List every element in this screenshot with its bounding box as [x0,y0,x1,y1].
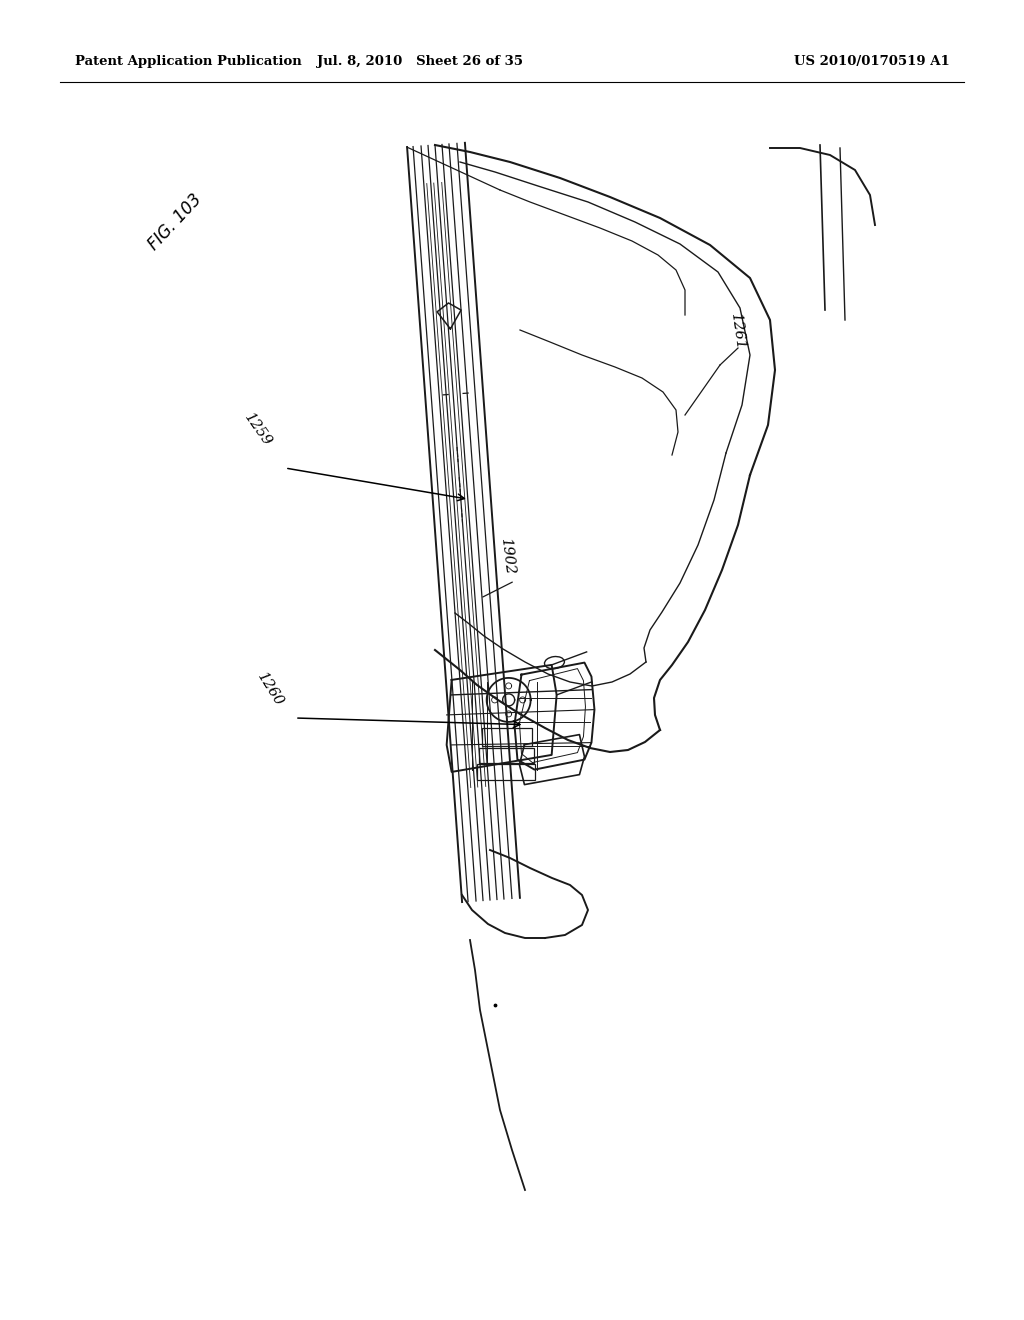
Text: 1261: 1261 [728,313,748,351]
Text: 1259: 1259 [242,411,274,449]
Text: Jul. 8, 2010   Sheet 26 of 35: Jul. 8, 2010 Sheet 26 of 35 [317,55,523,69]
Text: 1260: 1260 [254,671,286,709]
Bar [478,748,534,763]
Text: FIG. 103: FIG. 103 [144,190,206,253]
Bar [476,764,535,780]
Text: US 2010/0170519 A1: US 2010/0170519 A1 [795,55,950,69]
Bar [481,727,531,746]
Text: Patent Application Publication: Patent Application Publication [75,55,302,69]
Text: 1902: 1902 [498,539,516,577]
